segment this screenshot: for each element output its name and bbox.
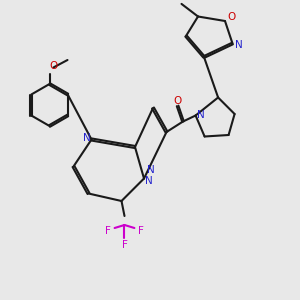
Text: F: F — [138, 226, 144, 236]
Text: N: N — [145, 176, 152, 186]
Text: O: O — [49, 61, 58, 71]
Text: N: N — [197, 110, 205, 120]
Text: N: N — [147, 165, 154, 175]
Text: O: O — [173, 95, 182, 106]
Text: O: O — [227, 12, 235, 22]
Text: F: F — [105, 226, 111, 236]
Text: F: F — [122, 239, 128, 250]
Text: N: N — [235, 40, 243, 50]
Text: N: N — [83, 133, 91, 143]
